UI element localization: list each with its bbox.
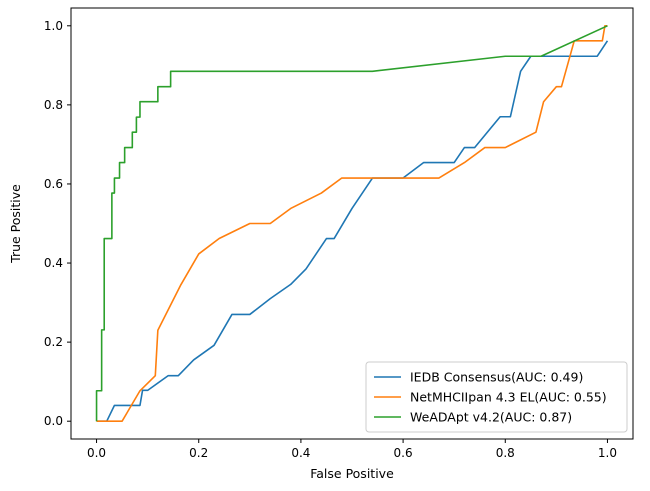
y-tick-label: 0.6 xyxy=(44,177,63,191)
y-tick-label: 0.2 xyxy=(44,335,63,349)
x-tick-label: 0.8 xyxy=(496,446,515,460)
y-axis-ticks: 0.0 0.2 0.4 0.6 0.8 1.0 xyxy=(44,19,71,428)
series-line-2 xyxy=(95,25,608,422)
x-axis-ticks: 0.0 0.2 0.4 0.6 0.8 1.0 xyxy=(87,439,617,460)
plot-area xyxy=(70,7,634,440)
y-tick-label: 0.0 xyxy=(44,414,63,428)
axes-frame xyxy=(70,7,634,440)
x-tick-label: 0.2 xyxy=(189,446,208,460)
x-tick-label: 1.0 xyxy=(598,446,617,460)
y-axis-label: True Positive xyxy=(8,184,23,264)
legend-entry-label: NetMHCIIpan 4.3 EL(AUC: 0.55) xyxy=(410,390,607,405)
y-tick-label: 1.0 xyxy=(44,19,63,33)
y-tick-label: 0.4 xyxy=(44,256,63,270)
x-tick-label: 0.6 xyxy=(394,446,413,460)
x-tick-label: 0.0 xyxy=(87,446,106,460)
x-tick-label: 0.4 xyxy=(291,446,310,460)
series-line-1 xyxy=(96,24,608,423)
legend: IEDB Consensus(AUC: 0.49) NetMHCIIpan 4.3… xyxy=(365,361,628,433)
x-axis-label: False Positive xyxy=(310,466,394,481)
legend-entry-label: WeADApt v4.2(AUC: 0.87) xyxy=(410,410,572,425)
legend-entry-label: IEDB Consensus(AUC: 0.49) xyxy=(410,370,583,385)
legend-box xyxy=(365,361,628,433)
series-line-0 xyxy=(96,40,609,423)
y-tick-label: 0.8 xyxy=(44,98,63,112)
